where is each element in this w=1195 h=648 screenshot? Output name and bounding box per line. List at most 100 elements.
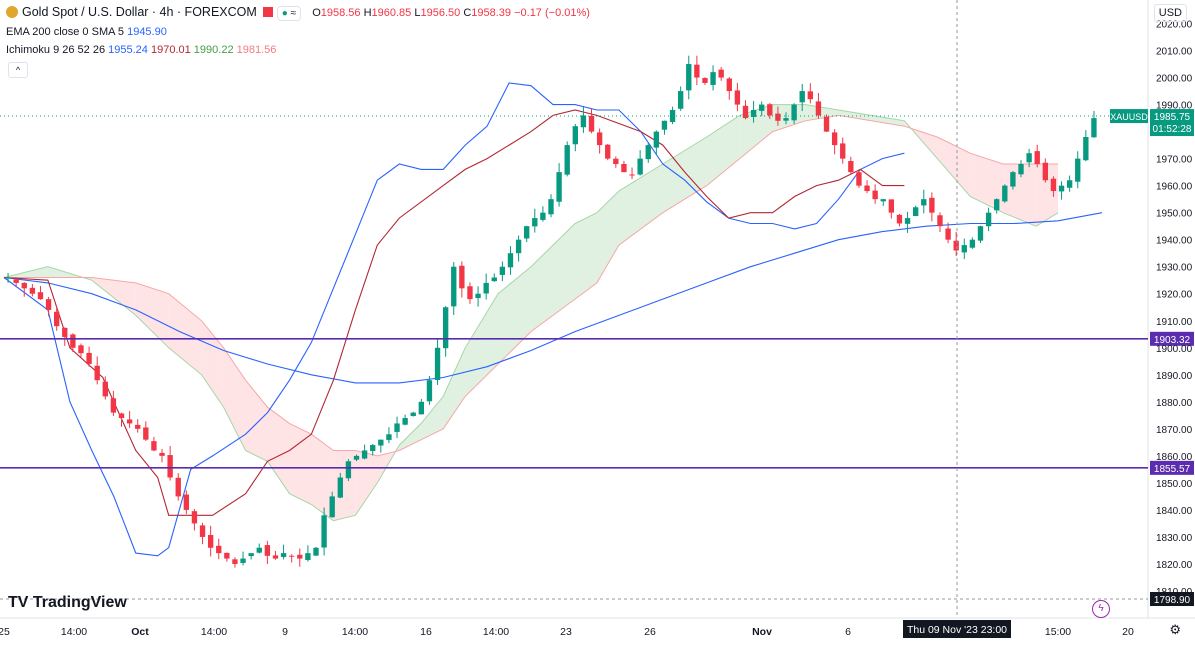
time-tick-label: 15:00	[1045, 626, 1071, 638]
candle-body	[686, 64, 692, 91]
ichimoku-label: Ichimoku 9 26 52 26	[6, 44, 106, 56]
candle-body	[321, 515, 327, 548]
price-tick-label: 1920.00	[1156, 290, 1193, 301]
lightning-icon[interactable]: ϟ	[1092, 600, 1110, 618]
low-value: 1956.50	[420, 7, 461, 19]
low-label: L	[414, 7, 421, 19]
cloud-segment	[443, 347, 466, 429]
candle-body	[807, 91, 813, 100]
cloud-span-b-line	[4, 114, 1059, 457]
candle-body	[256, 547, 262, 553]
time-tick-label: 14:00	[61, 626, 87, 638]
crosshair-price-label: 1798.90	[1154, 595, 1191, 606]
candle-body	[848, 161, 854, 173]
ichimoku-legend[interactable]: Ichimoku 9 26 52 26 1955.24 1970.01 1990…	[6, 44, 276, 56]
candle-body	[945, 228, 951, 240]
level-price-box	[1150, 460, 1194, 475]
candle-body	[13, 279, 19, 283]
cloud-segment	[333, 450, 356, 521]
price-tick-label: 1960.00	[1156, 182, 1193, 193]
candle-body	[532, 218, 538, 227]
candle-body	[1002, 185, 1008, 202]
price-tick-label: 1850.00	[1156, 479, 1193, 490]
price-tick-label: 2020.00	[1156, 20, 1193, 31]
cloud-segment	[937, 137, 971, 197]
time-tick-label: 14:00	[201, 626, 227, 638]
symbol-legend[interactable]: Gold Spot / U.S. Dollar · 4h · FOREXCOM ●…	[6, 5, 590, 21]
level-price-label: 1855.57	[1154, 464, 1191, 475]
pill-text: ≈	[290, 8, 297, 19]
cloud-span-a-line	[3, 104, 1059, 522]
time-tick-label: 20	[1122, 626, 1134, 638]
candle-body	[831, 132, 838, 146]
candle-body	[418, 401, 425, 415]
candle-body	[410, 412, 416, 416]
candle-body	[750, 109, 757, 117]
candles	[5, 55, 1097, 568]
candle-body	[580, 115, 587, 128]
cloud-segment	[772, 104, 806, 132]
ichimoku-spana-value: 1990.22	[193, 44, 234, 56]
candle-body	[224, 552, 230, 559]
price-tick-label: 1830.00	[1156, 533, 1193, 544]
price-axis: 2020.00 2010.00 2000.00 1990.00 1970.00 1960.…	[1156, 20, 1193, 598]
candle-body	[904, 218, 911, 224]
ema-label: EMA 200 close 0 SMA 5	[6, 26, 125, 38]
cloud-segment	[201, 320, 224, 408]
countdown-label: 01:52:28	[1153, 124, 1192, 135]
gear-icon[interactable]: ⚙	[1169, 622, 1181, 637]
price-tick-label: 1910.00	[1156, 317, 1193, 328]
candle-body	[434, 347, 441, 380]
brand-text: TradingView	[32, 594, 127, 611]
candle-body	[183, 494, 190, 510]
candle-body	[483, 282, 489, 294]
candle-body	[912, 207, 919, 217]
candle-body	[151, 441, 157, 451]
close-value: 1958.39	[471, 7, 512, 19]
candle-body	[524, 226, 530, 239]
candle-body	[548, 199, 554, 215]
candle-body	[1042, 162, 1049, 181]
candle-body	[953, 240, 959, 251]
cloud-segment	[267, 407, 290, 494]
time-tick-label: 23	[560, 626, 572, 638]
candle-body	[896, 214, 903, 224]
candle-body	[475, 293, 481, 299]
price-tick-label: 1970.00	[1156, 155, 1193, 166]
ema-legend[interactable]: EMA 200 close 0 SMA 5 1945.90	[6, 26, 167, 38]
symbol-title: Gold Spot / U.S. Dollar · 4h · FOREXCOM	[22, 5, 257, 19]
cloud-segment	[311, 434, 334, 521]
candle-body	[969, 239, 976, 248]
candle-body	[540, 212, 546, 220]
time-axis: 25 14:00 Oct 14:00 9 14:00 16 14:00 23 26 Nov 6 15:0…	[0, 620, 1134, 638]
candle-body	[361, 450, 368, 459]
change-value: −0.17 (−0.01%)	[514, 7, 590, 19]
market-status-pill[interactable]: ● ≈	[276, 6, 302, 21]
last-price-box	[1150, 109, 1194, 137]
candle-body	[556, 172, 562, 202]
candle-body	[645, 145, 651, 160]
price-tick-label: 1930.00	[1156, 263, 1193, 274]
candle-body	[799, 91, 805, 103]
time-tick-label: 16	[420, 626, 432, 638]
collapse-legend-button[interactable]: ^	[8, 62, 28, 78]
flag-icon[interactable]	[262, 7, 273, 17]
candle-body	[1050, 178, 1057, 192]
high-value: 1960.85	[371, 7, 412, 19]
candle-body	[451, 266, 457, 307]
cloud-segment	[706, 115, 740, 186]
time-tick-label: 26	[644, 626, 656, 638]
cloud-segment	[245, 380, 268, 462]
candle-body	[232, 559, 238, 564]
candle-body	[353, 455, 360, 460]
ichimoku-spanb-value: 1981.56	[236, 44, 277, 56]
cloud-segment	[553, 223, 575, 316]
cloud-segment	[871, 115, 905, 127]
candle-body	[370, 445, 376, 451]
candle-body	[588, 115, 595, 132]
last-price-label: 1985.75	[1154, 112, 1191, 123]
candle-body	[605, 144, 611, 159]
currency-selector[interactable]: USD	[1153, 4, 1187, 22]
